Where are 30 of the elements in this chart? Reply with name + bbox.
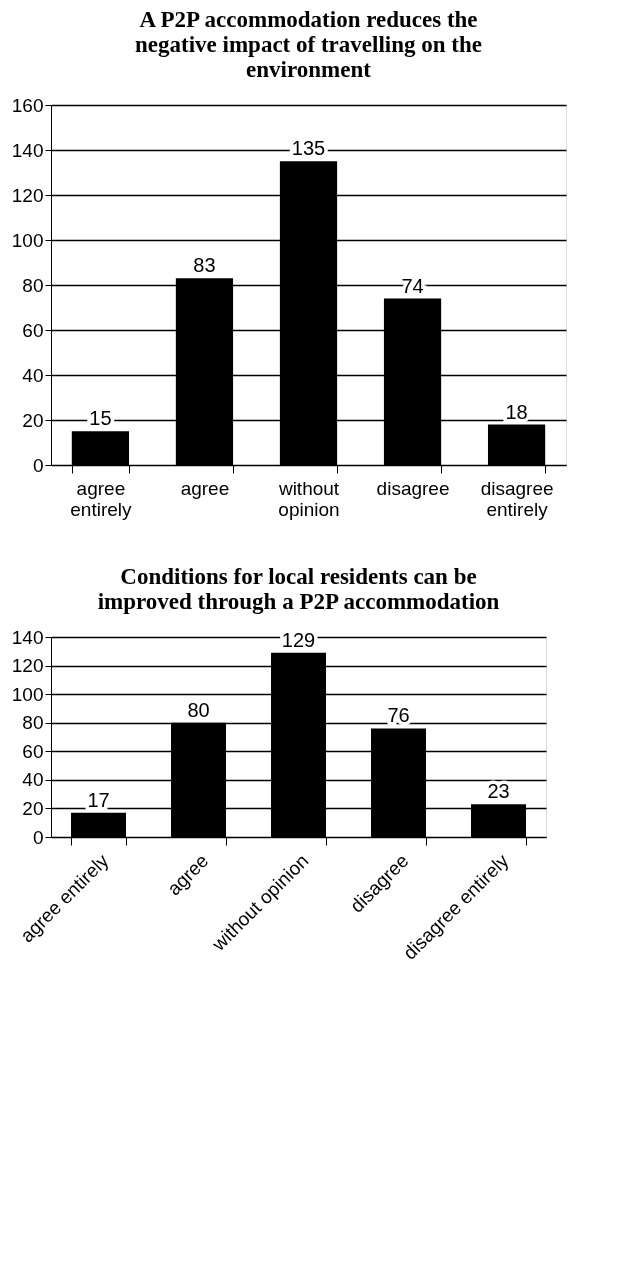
data-label: 83 bbox=[193, 254, 216, 277]
y-tick-label: 140 bbox=[11, 626, 44, 648]
data-label: 17 bbox=[87, 788, 110, 811]
y-tick-label: 80 bbox=[22, 274, 44, 296]
x-tick-label: without opinion bbox=[277, 477, 340, 520]
y-tick-label: 60 bbox=[22, 319, 44, 341]
data-label: 76 bbox=[387, 704, 410, 727]
x-tick-label: disagree bbox=[376, 477, 450, 499]
y-tick-label: 140 bbox=[11, 139, 44, 161]
x-tick-label: agree entirely bbox=[70, 477, 133, 520]
y-tick-label: 0 bbox=[32, 454, 44, 476]
data-label: 18 bbox=[505, 400, 528, 423]
y-tick-label: 100 bbox=[11, 229, 44, 251]
y-tick-label: 20 bbox=[22, 797, 44, 819]
y-tick-label: 80 bbox=[22, 712, 44, 734]
x-tick-label: disagree entirely bbox=[480, 477, 554, 520]
y-tick-label: 160 bbox=[11, 94, 44, 116]
y-tick-label: 40 bbox=[22, 769, 44, 791]
y-tick-label: 60 bbox=[22, 740, 44, 762]
data-label: 80 bbox=[187, 698, 210, 721]
x-tick-label: agree bbox=[180, 477, 230, 499]
data-label: 23 bbox=[487, 780, 510, 803]
chart-title: A P2P accommodation reduces the negative impact of travelling on the environment bbox=[135, 7, 482, 82]
y-tick-label: 20 bbox=[22, 409, 44, 431]
chart-title: Conditions for local residents can be improved through a P2P accommodation bbox=[97, 564, 500, 614]
y-tick-label: 40 bbox=[22, 364, 44, 386]
y-tick-label: 0 bbox=[32, 826, 44, 848]
y-tick-label: 120 bbox=[11, 184, 44, 206]
y-tick-label: 120 bbox=[11, 655, 44, 677]
y-tick-label: 100 bbox=[11, 683, 44, 705]
